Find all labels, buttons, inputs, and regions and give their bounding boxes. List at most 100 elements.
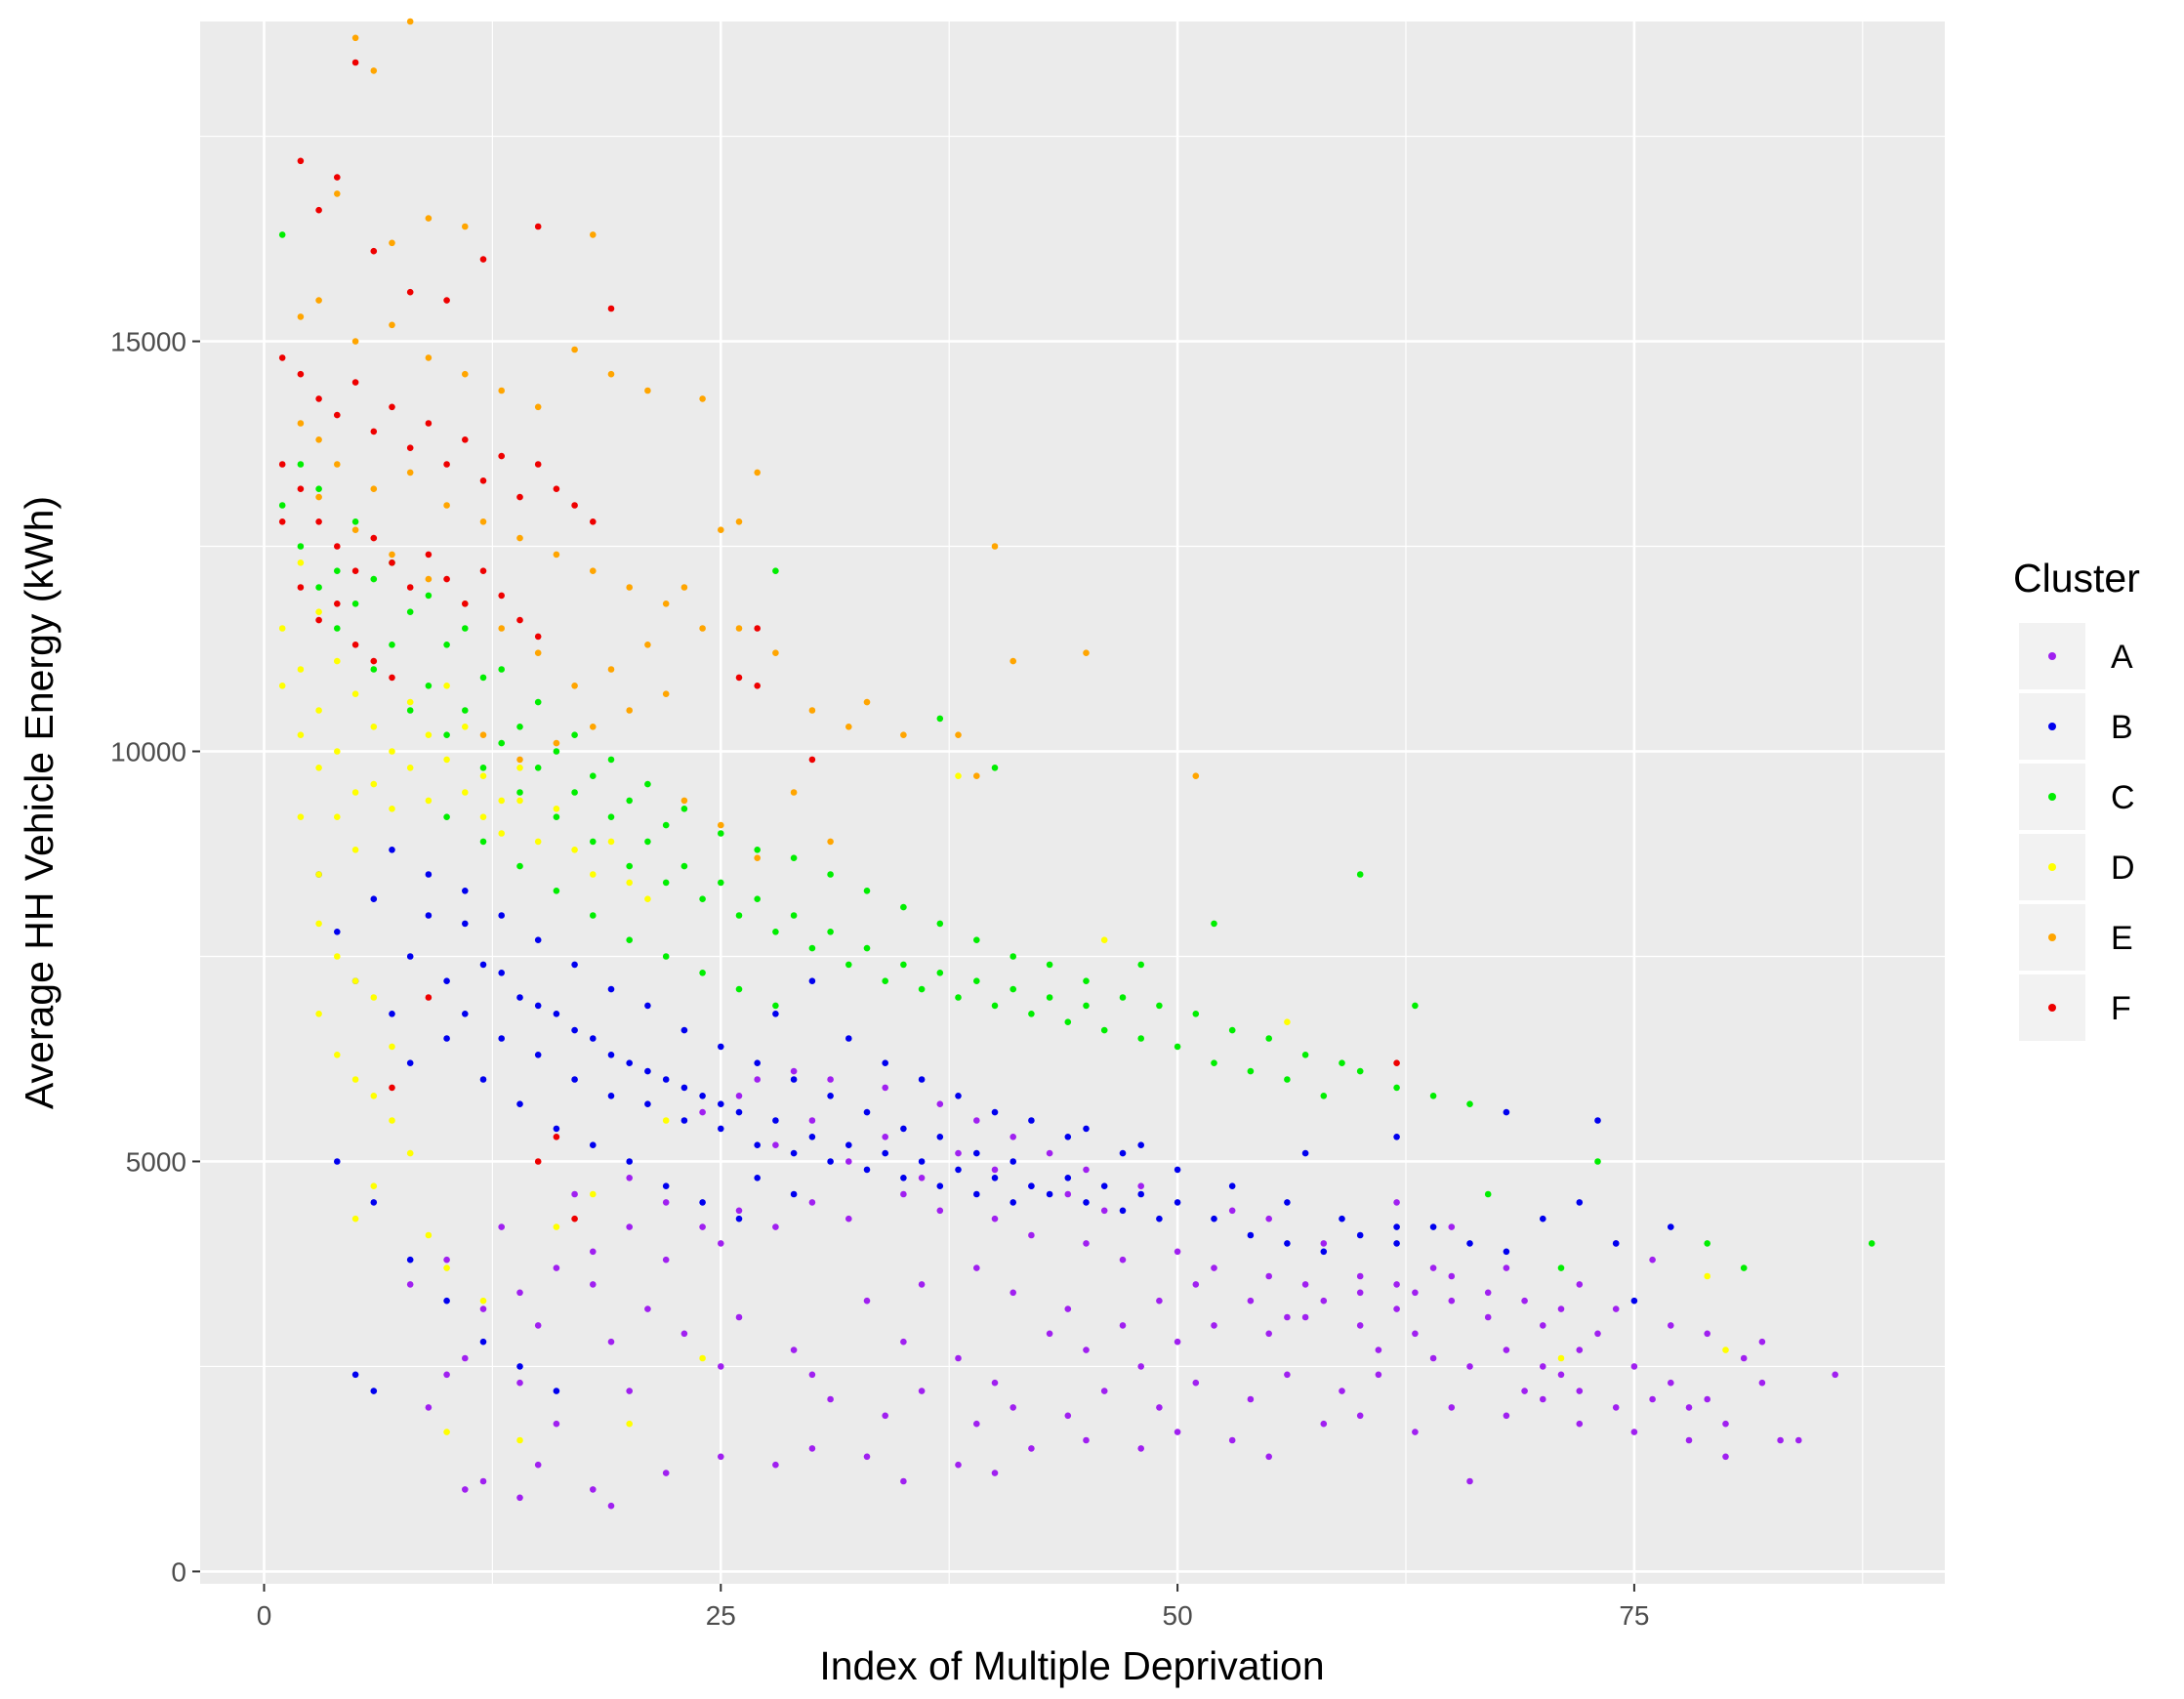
point-E — [389, 321, 395, 329]
point-F — [278, 461, 286, 468]
legend-swatch — [2048, 863, 2056, 871]
point-D — [662, 1117, 670, 1124]
point-A — [1010, 1404, 1016, 1411]
point-C — [772, 929, 779, 935]
legend-swatch — [2048, 652, 2056, 660]
point-C — [644, 838, 651, 846]
point-A — [662, 1199, 670, 1206]
point-A — [1412, 1330, 1419, 1338]
point-D — [351, 977, 359, 984]
point-D — [462, 789, 469, 796]
point-C — [462, 707, 469, 714]
point-D — [1704, 1272, 1710, 1280]
point-A — [1704, 1395, 1710, 1403]
point-A — [1722, 1453, 1729, 1461]
point-F — [315, 206, 322, 214]
point-A — [498, 1223, 505, 1230]
point-F — [1393, 1059, 1400, 1066]
point-E — [534, 649, 542, 656]
point-F — [425, 420, 433, 427]
point-A — [718, 1363, 724, 1370]
point-D — [315, 765, 322, 771]
point-D — [516, 765, 523, 771]
series-C — [278, 231, 1875, 1271]
point-C — [973, 977, 980, 984]
series-F — [278, 59, 1400, 1222]
x-tick-label: 0 — [257, 1600, 272, 1631]
point-F — [370, 534, 378, 542]
point-A — [1046, 1149, 1053, 1157]
point-D — [389, 1043, 395, 1051]
point-C — [936, 970, 944, 976]
point-A — [1083, 1436, 1090, 1444]
point-F — [406, 288, 414, 296]
point-B — [406, 953, 414, 960]
point-B — [845, 1141, 852, 1148]
point-A — [955, 1461, 962, 1469]
point-C — [1466, 1100, 1473, 1107]
point-B — [772, 1011, 779, 1017]
point-E — [772, 649, 779, 656]
y-tick-label: 10000 — [110, 737, 186, 767]
point-B — [1393, 1134, 1400, 1140]
point-A — [1028, 1231, 1035, 1239]
point-F — [498, 452, 505, 460]
y-axis-title: Average HH Vehicle Energy (kWh) — [17, 496, 62, 1109]
point-A — [1339, 1388, 1345, 1394]
point-F — [443, 461, 450, 468]
point-B — [607, 985, 615, 993]
point-B — [644, 1067, 651, 1075]
point-C — [1064, 1018, 1072, 1025]
point-B — [718, 1100, 724, 1107]
point-E — [297, 420, 305, 427]
point-A — [1137, 1363, 1144, 1370]
point-B — [882, 1059, 888, 1066]
point-C — [498, 739, 505, 747]
point-E — [718, 821, 724, 829]
point-B — [735, 1215, 743, 1222]
point-E — [827, 838, 834, 846]
point-A — [644, 1305, 651, 1312]
point-E — [406, 18, 414, 25]
point-B — [735, 1108, 743, 1116]
point-A — [845, 1158, 852, 1165]
point-B — [590, 1141, 597, 1148]
x-tick-label: 50 — [1163, 1600, 1193, 1631]
legend-label: E — [2111, 920, 2133, 957]
point-C — [571, 789, 578, 796]
point-E — [590, 231, 597, 238]
point-D — [278, 683, 286, 689]
point-E — [808, 707, 816, 714]
point-B — [1028, 1182, 1035, 1189]
point-F — [334, 174, 341, 181]
point-C — [900, 903, 907, 911]
point-C — [827, 929, 834, 935]
point-B — [626, 1059, 633, 1066]
legend-swatch — [2048, 933, 2056, 941]
point-C — [626, 797, 633, 805]
legend-title: Cluster — [2013, 556, 2140, 601]
point-B — [462, 920, 469, 928]
point-D — [462, 724, 469, 730]
point-A — [516, 1379, 523, 1387]
point-C — [735, 985, 743, 993]
point-F — [516, 493, 523, 501]
point-A — [1668, 1379, 1674, 1387]
point-B — [808, 977, 816, 984]
point-A — [607, 1338, 615, 1346]
point-A — [553, 1420, 560, 1428]
point-F — [443, 297, 450, 304]
point-B — [918, 1076, 926, 1083]
point-C — [334, 625, 341, 632]
point-C — [516, 724, 523, 730]
point-A — [1429, 1264, 1437, 1271]
point-F — [278, 518, 286, 525]
point-A — [1064, 1190, 1072, 1198]
point-F — [370, 428, 378, 435]
point-A — [936, 1207, 944, 1215]
point-C — [991, 765, 999, 771]
point-B — [1429, 1223, 1437, 1230]
point-A — [1228, 1207, 1236, 1215]
point-B — [1503, 1248, 1510, 1256]
